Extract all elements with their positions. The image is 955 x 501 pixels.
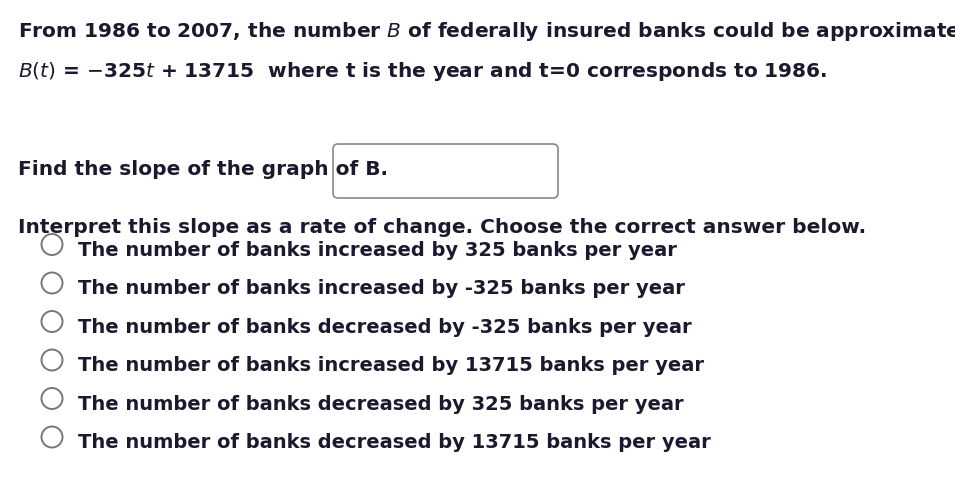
Text: The number of banks decreased by -325 banks per year: The number of banks decreased by -325 ba…	[78, 317, 691, 336]
Text: The number of banks increased by 13715 banks per year: The number of banks increased by 13715 b…	[78, 356, 704, 375]
Text: The number of banks decreased by 325 banks per year: The number of banks decreased by 325 ban…	[78, 394, 684, 413]
Text: The number of banks increased by 325 banks per year: The number of banks increased by 325 ban…	[78, 240, 677, 260]
Text: Find the slope of the graph of B.: Find the slope of the graph of B.	[18, 160, 388, 179]
Text: From 1986 to 2007, the number $\mathit{B}$ of federally insured banks could be a: From 1986 to 2007, the number $\mathit{B…	[18, 20, 955, 43]
Text: Interpret this slope as a rate of change. Choose the correct answer below.: Interpret this slope as a rate of change…	[18, 217, 866, 236]
Text: $\mathit{B}(\mathit{t})$ = $-$325$\mathit{t}$ + 13715  where t is the year and t: $\mathit{B}(\mathit{t})$ = $-$325$\mathi…	[18, 60, 827, 83]
Text: The number of banks decreased by 13715 banks per year: The number of banks decreased by 13715 b…	[78, 433, 711, 451]
Text: The number of banks increased by -325 banks per year: The number of banks increased by -325 ba…	[78, 279, 685, 298]
FancyBboxPatch shape	[333, 145, 558, 198]
